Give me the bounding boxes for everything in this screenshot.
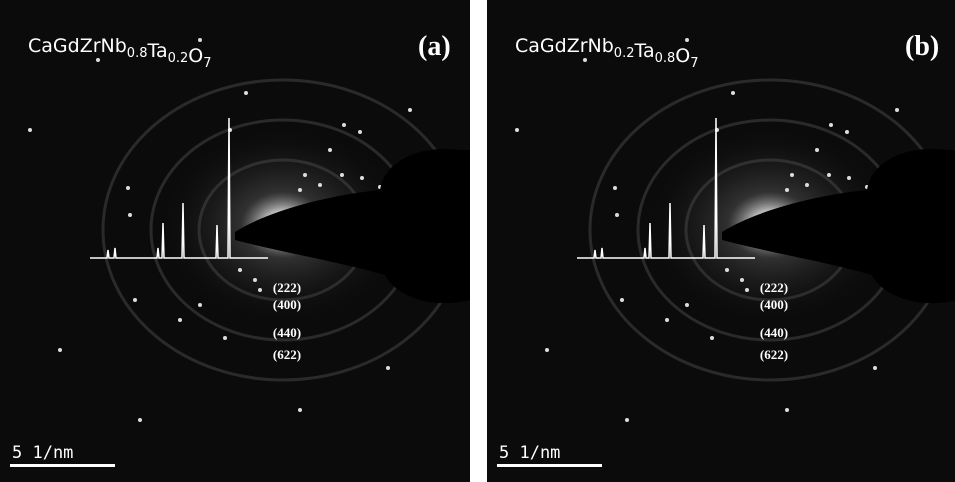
diffraction-spot	[358, 130, 362, 134]
figure: CaGdZrNb0.8Ta0.2O7(a)(222)(400)(440)(622…	[0, 0, 955, 482]
diffraction-spot	[328, 148, 332, 152]
formula-subscript: 0.2	[168, 51, 189, 66]
diffraction-spot	[895, 108, 899, 112]
diffraction-spot	[253, 278, 257, 282]
diffraction-spot	[178, 318, 182, 322]
diffraction-spot	[815, 148, 819, 152]
diffraction-spot	[615, 213, 619, 217]
diffraction-spot	[710, 336, 714, 340]
panel-label: (b)	[905, 31, 939, 62]
diffraction-spot	[805, 183, 809, 187]
scale-bar	[497, 464, 602, 467]
diffraction-spot	[785, 408, 789, 412]
diffraction-spot	[386, 366, 390, 370]
diffraction-spot	[845, 130, 849, 134]
formula-element: O	[675, 45, 690, 67]
diffraction-spot	[625, 418, 629, 422]
diffraction-panel: CaGdZrNb0.2Ta0.8O7 (b) (222) (400) (440) (622…	[487, 0, 955, 482]
ring-index: (440)	[273, 325, 301, 340]
diffraction-spot	[128, 213, 132, 217]
diffraction-spot	[198, 303, 202, 307]
diffraction-spot	[408, 108, 412, 112]
formula-subscript: 7	[690, 56, 698, 71]
formula-subscript: 0.8	[127, 46, 148, 61]
diffraction-spot	[620, 298, 624, 302]
formula-element: Ta	[633, 40, 654, 62]
diffraction-spot	[298, 408, 302, 412]
formula-element: CaGdZrNb	[28, 35, 127, 57]
scale-bar-label: 5 1/nm	[12, 443, 73, 463]
diffraction-spot	[873, 366, 877, 370]
diffraction-spot	[303, 173, 307, 177]
diffraction-spot	[740, 278, 744, 282]
ring-index: (400)	[760, 297, 788, 312]
diffraction-spot	[545, 348, 549, 352]
diffraction-spot	[58, 348, 62, 352]
diffraction-spot	[133, 298, 137, 302]
diffraction-spot	[685, 38, 689, 42]
diffraction-spot	[138, 418, 142, 422]
diffraction-spot	[342, 123, 346, 127]
diffraction-spot	[745, 288, 749, 292]
diffraction-spot	[725, 268, 729, 272]
formula-subscript: 0.2	[614, 46, 635, 61]
diffraction-spot	[198, 38, 202, 42]
formula-subscript: 7	[203, 56, 211, 71]
diffraction-spot	[785, 188, 789, 192]
diffraction-spot	[244, 91, 248, 95]
ring-index: (622)	[760, 347, 788, 362]
diffraction-spot	[360, 176, 364, 180]
diffraction-spot	[258, 288, 262, 292]
diffraction-spot	[829, 123, 833, 127]
ring-index: (400)	[273, 297, 301, 312]
diffraction-panel: CaGdZrNb0.8Ta0.2O7 (a) (222) (400) (440) (622…	[0, 0, 470, 482]
diffraction-spot	[665, 318, 669, 322]
formula-element: Ta	[146, 40, 167, 62]
ring-index: (222)	[760, 280, 788, 295]
diffraction-spot	[238, 268, 242, 272]
diffraction-spot	[126, 186, 130, 190]
diffraction-spot	[96, 58, 100, 62]
diffraction-spot	[223, 336, 227, 340]
ring-index: (222)	[273, 280, 301, 295]
diffraction-spot	[790, 173, 794, 177]
diffraction-spot	[685, 303, 689, 307]
scale-bar-label: 5 1/nm	[499, 443, 560, 463]
ring-index: (622)	[273, 347, 301, 362]
ring-index: (440)	[760, 325, 788, 340]
diffraction-spot	[583, 58, 587, 62]
diffraction-spot	[340, 173, 344, 177]
diffraction-spot	[731, 91, 735, 95]
panel-label: (a)	[418, 31, 451, 62]
diffraction-spot	[515, 128, 519, 132]
diffraction-spot	[298, 188, 302, 192]
formula-element: O	[188, 45, 203, 67]
formula-element: CaGdZrNb	[515, 35, 614, 57]
diffraction-spot	[28, 128, 32, 132]
scale-bar	[10, 464, 115, 467]
diffraction-spot	[847, 176, 851, 180]
diffraction-spot	[318, 183, 322, 187]
diffraction-spot	[613, 186, 617, 190]
formula-subscript: 0.8	[655, 51, 676, 66]
diffraction-spot	[827, 173, 831, 177]
